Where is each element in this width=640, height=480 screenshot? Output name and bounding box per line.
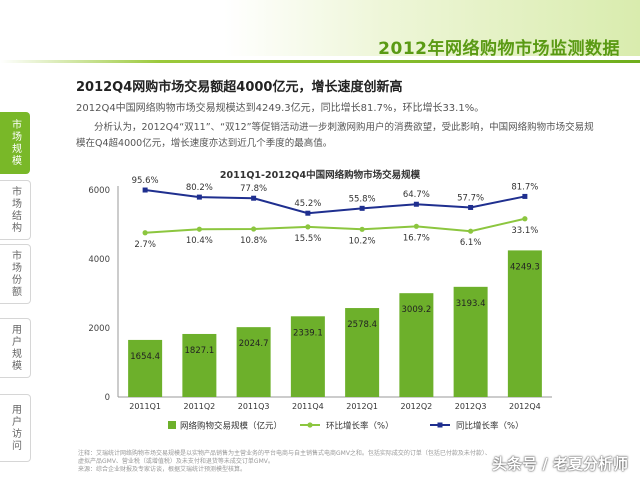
legend-label-yoy: 同比增长率（%） (456, 421, 524, 432)
chart-title: 2011Q1-2012Q4中国网络购物市场交易规模 (219, 170, 421, 181)
y-tick-label: 6000 (88, 186, 110, 196)
bar-value-label: 4249.3 (510, 262, 540, 272)
mom-growth-label: 16.7% (403, 233, 430, 243)
mom-growth-point (142, 230, 148, 236)
yoy-growth-point (468, 204, 474, 210)
bar (507, 250, 542, 397)
yoy-growth-label: 80.2% (186, 183, 213, 193)
mom-growth-label: 10.2% (349, 236, 376, 246)
y-tick-label: 2000 (88, 324, 110, 334)
yoy-growth-label: 95.6% (132, 176, 159, 186)
headline: 2012Q4网购市场交易额超4000亿元，增长速度创新高 (76, 80, 403, 95)
yoy-growth-label: 81.7% (511, 182, 538, 192)
tab-user-scale[interactable]: 用户规模 (0, 318, 31, 378)
tab-market-share[interactable]: 市场份额 (0, 244, 31, 304)
mom-growth-point (413, 223, 419, 229)
note-line-1: 注释：艾瑞统计网络购物市场交易规模是以实物产品销售为主营业务的平台电商与自主销售… (78, 450, 491, 457)
yoy-growth-label: 57.7% (457, 193, 484, 203)
x-tick-label: 2011Q2 (184, 402, 216, 411)
y-tick-label: 4000 (88, 255, 110, 265)
header-divider (0, 60, 640, 63)
page-title: 2012年网络购物市场监测数据 (378, 39, 620, 59)
bar (290, 316, 325, 397)
bar (345, 308, 380, 397)
header-background (0, 0, 640, 56)
tab-market-structure[interactable]: 市场结构 (0, 180, 31, 240)
x-tick-label: 2012Q4 (509, 402, 541, 411)
tab-label: 用户规模 (9, 324, 21, 372)
mom-growth-label: 10.8% (240, 236, 267, 246)
note-line-2: 虚拟产品GMV、营业税（或增值税）及未支付和退货等未成交订单GMV。 (78, 458, 274, 465)
x-tick-label: 2012Q3 (455, 402, 487, 411)
bar-value-label: 2024.7 (239, 339, 269, 349)
tab-user-visits[interactable]: 用户访问 (0, 394, 31, 462)
bar-value-label: 2339.1 (293, 328, 323, 338)
legend-label-mom: 环比增长率（%） (326, 421, 394, 432)
mom-growth-label: 15.5% (294, 234, 321, 244)
yoy-growth-point (305, 210, 311, 216)
x-tick-label: 2012Q2 (401, 402, 433, 411)
legend-label-bars: 网络购物交易规模（亿元） (180, 421, 282, 432)
tab-label: 市场结构 (9, 186, 21, 234)
bar (453, 286, 488, 397)
bar (236, 327, 271, 397)
bar-value-label: 3193.4 (456, 299, 486, 309)
bar-value-label: 1827.1 (185, 346, 215, 356)
yoy-growth-point (413, 201, 419, 207)
mom-growth-label: 2.7% (134, 240, 156, 250)
bar-value-label: 2578.4 (347, 320, 377, 330)
bar-value-label: 1654.4 (130, 352, 160, 362)
mom-growth-point (251, 226, 257, 232)
x-tick-label: 2011Q1 (129, 402, 161, 411)
x-tick-label: 2012Q1 (346, 402, 378, 411)
bar-value-label: 3009.2 (402, 305, 432, 315)
x-tick-label: 2011Q3 (238, 402, 270, 411)
chart-notes: 注释：艾瑞统计网络购物市场交易规模是以实物产品销售为主营业务的平台电商与自主销售… (78, 450, 538, 474)
yoy-growth-point (142, 187, 148, 193)
bar (399, 293, 434, 397)
mom-growth-point (359, 226, 365, 232)
tab-label: 市场规模 (9, 119, 21, 167)
mom-growth-line (145, 217, 526, 234)
x-tick-label: 2011Q4 (292, 402, 324, 411)
yoy-growth-point (251, 195, 257, 201)
yoy-growth-label: 55.8% (349, 194, 376, 204)
y-tick-label: 0 (105, 393, 110, 403)
yoy-growth-label: 45.2% (294, 199, 321, 209)
yoy-growth-line (144, 189, 526, 215)
legend-swatch-bars (168, 421, 176, 429)
mom-growth-label: 33.1% (511, 226, 538, 236)
yoy-growth-label: 64.7% (403, 190, 430, 200)
mom-growth-label: 10.4% (186, 236, 213, 246)
subheadline: 2012Q4中国网络购物市场交易规模达到4249.3亿元，同比增长81.7%，环… (76, 103, 485, 114)
mom-growth-label: 6.1% (460, 238, 482, 248)
mom-growth-point (196, 226, 202, 232)
watermark: 头条号 / 老夏分析师 (492, 455, 628, 473)
tab-market-size[interactable]: 市场规模 (0, 112, 30, 174)
bar (182, 333, 217, 397)
analysis-paragraph: 分析认为，2012Q4“双11”、“双12”等促销活动进一步刺激网购用户的消费欲… (76, 122, 594, 149)
legend-marker-mom (307, 422, 313, 428)
mom-growth-point (468, 228, 474, 234)
yoy-growth-point (359, 205, 365, 211)
mom-growth-point (522, 216, 528, 222)
yoy-growth-point (522, 193, 528, 199)
bar (128, 339, 163, 397)
legend-marker-yoy (437, 422, 443, 428)
tab-label: 市场份额 (9, 250, 21, 298)
yoy-growth-point (196, 194, 202, 200)
tab-label: 用户访问 (9, 404, 21, 452)
mom-growth-point (305, 224, 311, 230)
yoy-growth-label: 77.8% (240, 184, 267, 194)
note-line-3: 来源：综合企业财报及专家访谈，根据艾瑞统计预测模型核算。 (78, 466, 247, 473)
